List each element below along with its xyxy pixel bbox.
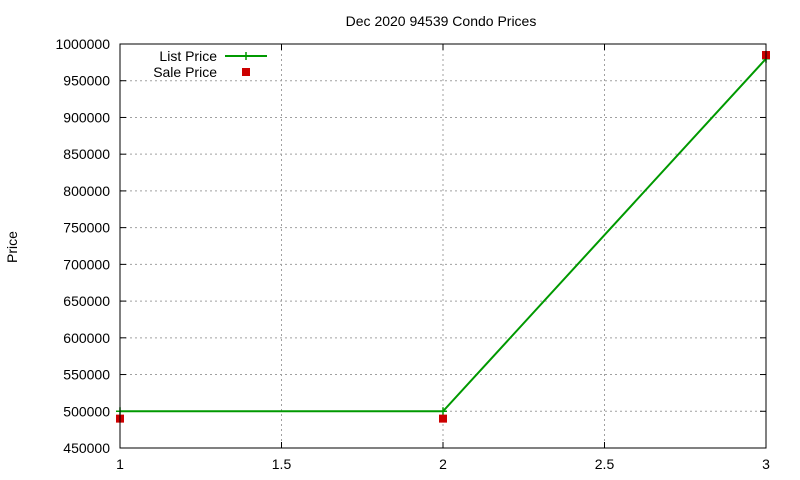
x-tick-labels: 1 1.5 2 2.5 3 — [116, 456, 770, 472]
y-tick-label: 600000 — [63, 330, 110, 346]
data-series — [116, 51, 770, 423]
legend-square-marker — [242, 68, 250, 76]
y-tick-label: 700000 — [63, 256, 110, 272]
legend-label: List Price — [159, 48, 217, 64]
legend-label: Sale Price — [153, 64, 217, 80]
x-tick-label: 3 — [762, 456, 770, 472]
x-tick-label: 1.5 — [272, 456, 292, 472]
y-tick-label: 500000 — [63, 403, 110, 419]
grid-lines — [120, 44, 766, 448]
x-tick-label: 1 — [116, 456, 124, 472]
y-tick-label: 450000 — [63, 440, 110, 456]
y-axis-label: Price — [4, 231, 20, 263]
y-tick-label: 800000 — [63, 183, 110, 199]
y-tick-label: 550000 — [63, 367, 110, 383]
y-tick-label: 1000000 — [55, 36, 110, 52]
y-tick-label: 650000 — [63, 293, 110, 309]
y-tick-labels: 450000 500000 550000 600000 650000 700000 7500… — [55, 36, 110, 456]
chart-title: Dec 2020 94539 Condo Prices — [346, 13, 537, 29]
y-tick-label: 850000 — [63, 146, 110, 162]
y-tick-label: 750000 — [63, 220, 110, 236]
sale-price-point — [439, 414, 447, 423]
x-tick-label: 2 — [439, 456, 447, 472]
legend-plus-marker — [242, 52, 250, 60]
list-price-point — [439, 407, 447, 416]
y-tick-label: 900000 — [63, 109, 110, 125]
x-tick-label: 2.5 — [595, 456, 615, 472]
plot-area-border — [119, 43, 767, 449]
y-tick-label: 950000 — [63, 73, 110, 89]
